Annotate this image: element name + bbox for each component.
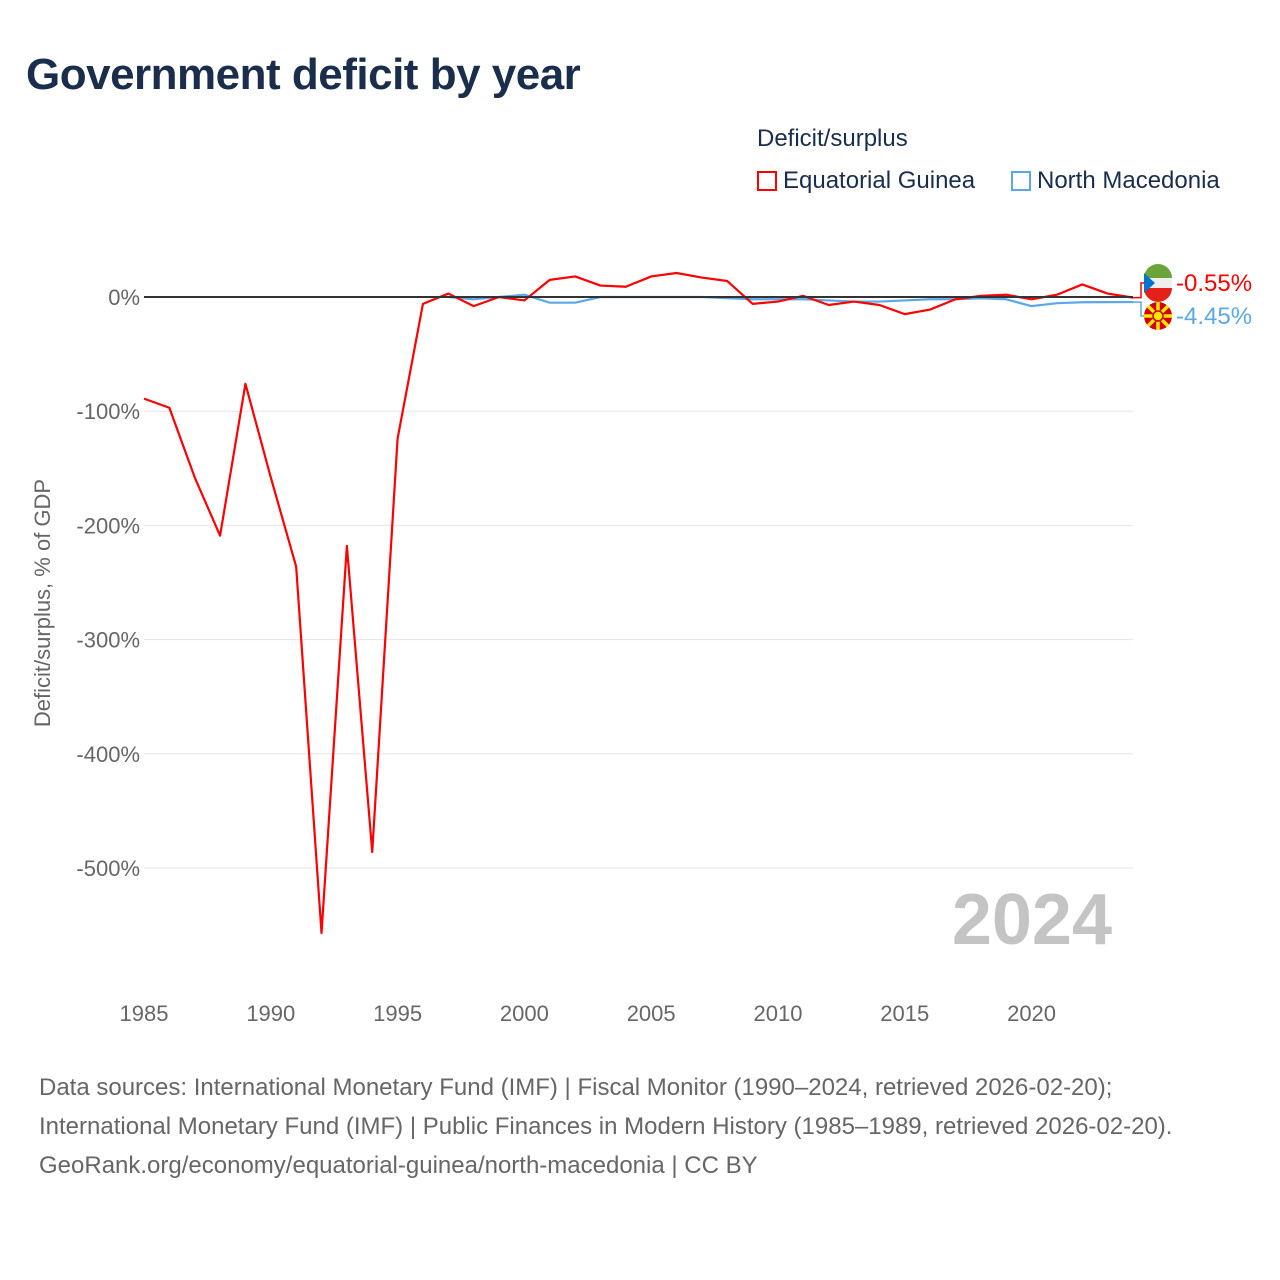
line-chart: 0% -100% -200% -300% -400% -500% 1985 1990 1995 2… [30,264,1252,1026]
x-tick-label: 2000 [500,1001,549,1026]
legend-item-north-macedonia[interactable]: North Macedonia [1011,167,1220,195]
x-tick-label: 2020 [1007,1001,1056,1026]
chart-title: Government deficit by year [26,50,581,99]
source-text: Data sources: International Monetary Fun… [39,1074,1173,1140]
flag-stripe [1144,288,1172,302]
end-value-label: -0.55% [1176,270,1252,297]
legend-swatch [757,171,777,191]
y-tick-label: 0% [108,285,140,310]
y-tick-label: -500% [76,856,140,881]
x-tick-label: 2010 [753,1001,802,1026]
legend-item-equatorial-guinea[interactable]: Equatorial Guinea [757,167,975,195]
y-tick-label: -200% [76,513,140,538]
end-value-label: -4.45% [1176,303,1252,330]
end-label-connector [1133,301,1145,317]
x-tick-label: 1990 [246,1001,295,1026]
legend-label: North Macedonia [1037,167,1220,194]
y-axis-label: Deficit/surplus, % of GDP [30,479,55,727]
y-tick-label: -300% [76,628,140,653]
y-tick-label: -400% [76,742,140,767]
series-line-equatorial-guinea [143,271,1134,935]
flag-stripe [1144,264,1172,278]
source-link[interactable]: GeoRank.org/economy/equatorial-guinea/no… [39,1152,758,1179]
x-tick-label: 1985 [120,1001,169,1026]
legend-label: Equatorial Guinea [783,167,976,194]
x-tick-label: 2005 [627,1001,676,1026]
end-label-connector [1133,282,1145,299]
x-tick-label: 1995 [373,1001,422,1026]
flag-sun [1152,310,1164,322]
legend-swatch [1011,171,1031,191]
flag-triangle [1144,273,1155,293]
y-tick-label: -100% [76,399,140,424]
legend-title: Deficit/surplus [757,125,908,152]
x-tick-label: 2015 [880,1001,929,1026]
sources: Data sources: International Monetary Fun… [39,1068,1239,1185]
year-watermark: 2024 [952,880,1112,960]
